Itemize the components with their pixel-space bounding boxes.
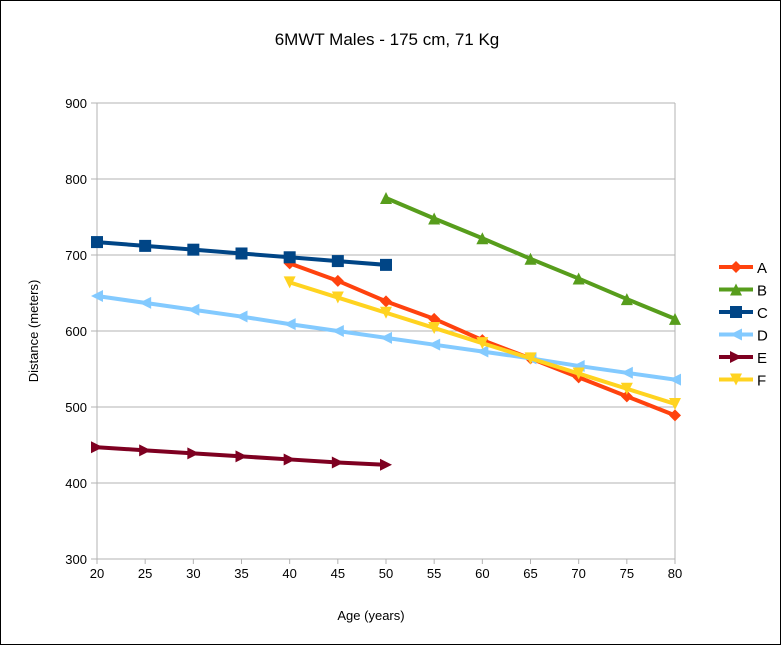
data-point-D [91, 290, 103, 303]
legend-marker [730, 351, 742, 363]
legend-marker [730, 283, 742, 296]
data-point-D [187, 303, 200, 316]
data-point-F [572, 367, 585, 380]
legend-marker [730, 328, 742, 341]
x-tick-label: 20 [90, 566, 104, 581]
legend-item-C: C [719, 305, 768, 322]
x-tick-label: 60 [475, 566, 489, 581]
legend-item-D: D [719, 328, 768, 345]
data-point-E [235, 450, 248, 463]
legend-label: E [757, 350, 767, 367]
data-point-D [283, 318, 296, 331]
data-point-D [620, 366, 633, 379]
data-point-E [91, 441, 103, 454]
data-point-E [187, 447, 200, 460]
data-point-A [380, 295, 392, 308]
data-point-E [380, 458, 392, 471]
x-tick-label: 75 [620, 566, 634, 581]
data-point-D [428, 338, 441, 351]
data-point-E [331, 456, 344, 469]
data-point-E [283, 453, 296, 466]
data-point-B [476, 232, 489, 245]
legend-item-F: F [719, 373, 766, 390]
y-tick-label: 300 [65, 552, 87, 567]
x-tick-label: 70 [571, 566, 585, 581]
x-tick-label: 45 [331, 566, 345, 581]
data-point-D [669, 373, 681, 386]
chart-title: 6MWT Males - 175 cm, 71 Kg [275, 30, 500, 49]
data-point-D [139, 296, 152, 309]
data-point-A [669, 409, 681, 422]
data-point-F [476, 337, 489, 350]
data-point-B [572, 272, 585, 285]
y-tick-label: 800 [65, 172, 87, 187]
data-point-B [620, 293, 633, 306]
data-point-C [139, 239, 152, 252]
x-tick-label: 55 [427, 566, 441, 581]
x-tick-label: 40 [282, 566, 296, 581]
data-point-B [669, 312, 681, 325]
data-point-B [524, 252, 537, 265]
y-tick-label: 900 [65, 96, 87, 111]
legend-label: D [757, 328, 768, 345]
data-point-E [139, 444, 152, 457]
legend-marker [730, 306, 742, 318]
legend-item-A: A [719, 260, 767, 277]
data-point-C [380, 258, 392, 271]
data-point-C [235, 247, 248, 260]
x-tick-label: 80 [668, 566, 682, 581]
data-point-F [380, 306, 392, 319]
legend-label: B [757, 283, 767, 300]
data-point-F [283, 276, 296, 289]
legend-item-B: B [719, 283, 767, 300]
y-tick-label: 500 [65, 400, 87, 415]
data-point-C [91, 236, 103, 249]
data-point-A [620, 390, 633, 403]
data-point-A [428, 312, 441, 325]
data-point-C [331, 255, 344, 268]
data-point-C [187, 243, 200, 256]
data-point-D [476, 345, 489, 358]
legend-label: C [757, 305, 768, 322]
data-point-D [331, 325, 344, 337]
data-point-C [283, 251, 296, 264]
x-tick-label: 65 [523, 566, 537, 581]
data-point-F [331, 291, 344, 304]
data-point-D [235, 310, 248, 323]
y-axis-label: Distance (meters) [26, 280, 41, 383]
series-B [380, 192, 681, 325]
x-tick-label: 35 [234, 566, 248, 581]
x-tick-label: 50 [379, 566, 393, 581]
data-point-A [331, 274, 344, 287]
y-tick-label: 600 [65, 324, 87, 339]
data-point-F [620, 382, 633, 395]
legend-marker [730, 373, 742, 386]
data-point-F [428, 321, 441, 334]
x-axis-label: Age (years) [337, 608, 404, 623]
y-tick-label: 700 [65, 248, 87, 263]
data-point-F [669, 397, 681, 410]
legend-marker [730, 261, 742, 273]
series-C [91, 236, 392, 271]
y-tick-label: 400 [65, 476, 87, 491]
legend-item-E: E [719, 350, 767, 367]
x-tick-label: 25 [138, 566, 152, 581]
data-point-D [380, 331, 392, 344]
data-point-B [428, 212, 441, 225]
legend-label: A [757, 260, 767, 277]
x-tick-label: 30 [186, 566, 200, 581]
series-E [91, 441, 392, 471]
legend-label: F [757, 373, 766, 390]
data-point-B [380, 192, 392, 204]
series-F [283, 276, 681, 410]
data-point-F [524, 352, 537, 365]
